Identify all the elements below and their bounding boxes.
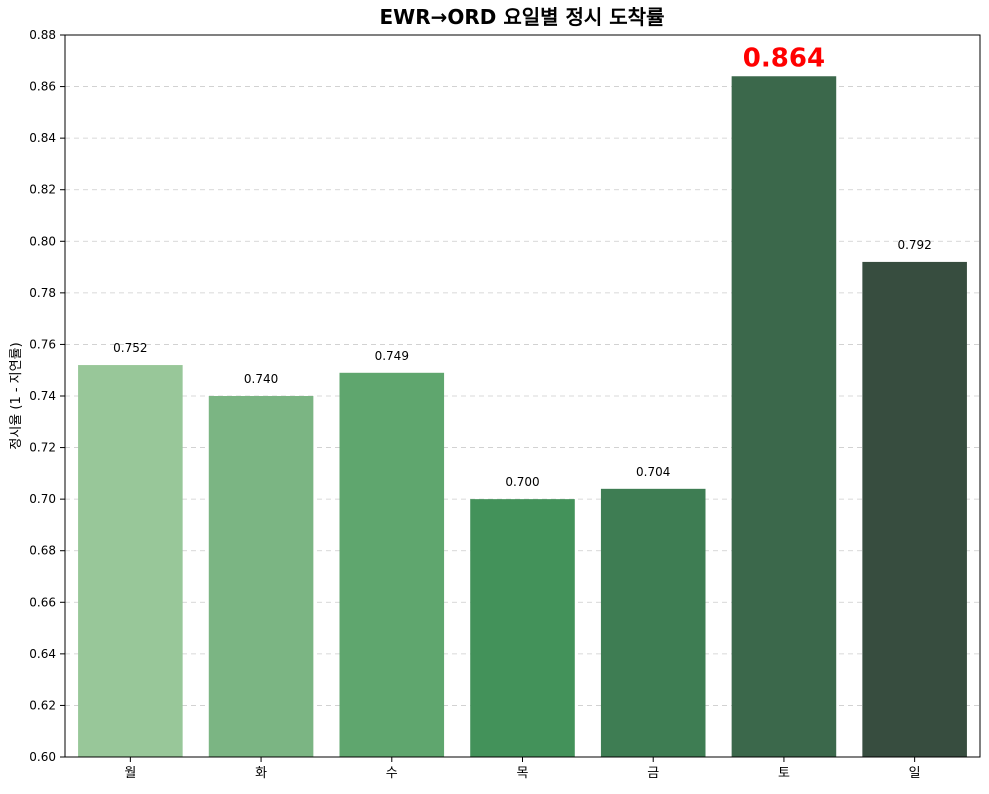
x-tick-label: 목	[517, 766, 529, 781]
bar	[208, 396, 314, 757]
y-tick-label: 0.72	[29, 441, 56, 455]
bar-value-label: 0.792	[897, 238, 931, 252]
x-tick-label: 월	[124, 766, 136, 781]
bar	[470, 499, 575, 757]
y-axis-label: 정시율 (1 - 지연률)	[9, 342, 24, 449]
y-tick-label: 0.88	[29, 28, 56, 42]
bar	[600, 488, 706, 757]
y-tick-label: 0.70	[29, 492, 56, 506]
bar-value-label: 0.700	[505, 475, 539, 489]
y-tick-label: 0.80	[29, 234, 56, 248]
y-tick-label: 0.68	[29, 544, 56, 558]
y-tick-label: 0.60	[29, 750, 56, 764]
bar-value-label: 0.752	[113, 341, 147, 355]
y-axis-ticks: 0.60 0.62 0.64 0.66 0.68 0.70 0.72 0.74 0.76 0.78…	[29, 28, 65, 764]
bar	[731, 76, 837, 757]
y-tick-label: 0.62	[29, 698, 56, 712]
bars	[78, 76, 967, 757]
bar-value-label: 0.704	[636, 465, 670, 479]
x-tick-label: 토	[778, 766, 790, 781]
bar	[78, 365, 183, 757]
x-tick-label: 화	[255, 766, 267, 781]
bar-value-label: 0.740	[244, 372, 278, 386]
x-tick-label: 수	[386, 766, 398, 781]
x-tick-label: 금	[647, 766, 659, 781]
x-tick-label: 일	[909, 766, 921, 781]
y-tick-label: 0.76	[29, 337, 56, 351]
y-tick-label: 0.66	[29, 595, 56, 609]
y-tick-label: 0.78	[29, 286, 56, 300]
y-tick-label: 0.84	[29, 131, 56, 145]
plot-frame	[64, 34, 981, 758]
y-tick-label: 0.82	[29, 183, 56, 197]
y-tick-label: 0.86	[29, 80, 56, 94]
bar	[339, 372, 445, 757]
bar-value-label: 0.749	[375, 349, 409, 363]
y-tick-label: 0.64	[29, 647, 56, 661]
value-labels: 0.752 0.740 0.749 0.700 0.704 0.864 0.792	[113, 43, 932, 489]
chart-title: EWR→ORD 요일별 정시 도착률	[380, 5, 665, 29]
bar	[862, 261, 967, 757]
y-tick-label: 0.74	[29, 389, 56, 403]
bar-value-label: 0.864	[743, 43, 825, 73]
